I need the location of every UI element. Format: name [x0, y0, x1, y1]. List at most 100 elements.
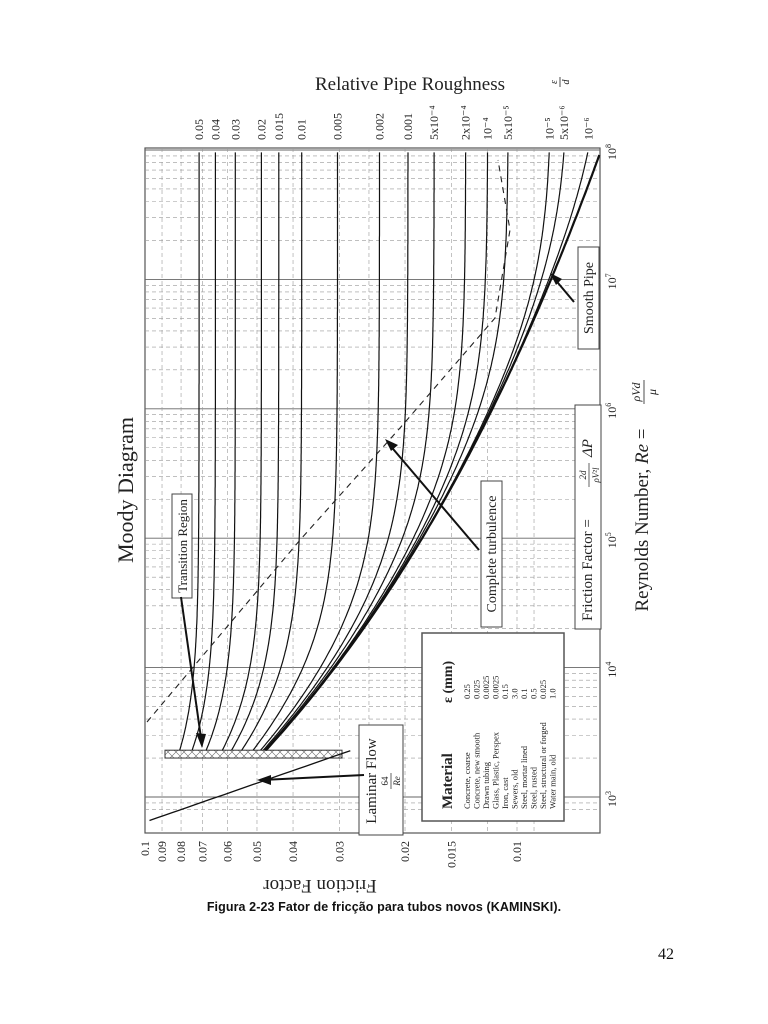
svg-text:Re: Re: [392, 776, 402, 787]
roughness-curve: [221, 152, 262, 751]
smooth-pipe-label: Smooth Pipe: [577, 246, 600, 350]
roughness-label: 5x10⁻⁵: [501, 105, 515, 140]
complete-turbulence-line: [146, 159, 511, 723]
material-roughness: 0.1: [519, 688, 529, 699]
friction-factor-definition: Friction Factor = 2d ρV²l ΔP: [574, 404, 602, 630]
reynolds-tick-label: 107: [604, 273, 619, 289]
roughness-curve: [231, 152, 280, 751]
reynolds-tick-label: 108: [604, 144, 619, 160]
chart-title: Moody Diagram: [113, 417, 138, 563]
transition-region-label: Transition Region: [171, 493, 193, 599]
reynolds-tick-label: 104: [604, 662, 619, 678]
transition-arrowhead: [196, 733, 206, 748]
material-table: Material ε (mm) Concrete, coarse 0.25 Conc…: [421, 632, 565, 822]
friction-tick-label: 0.08: [174, 841, 188, 862]
svg-text:Complete turbulence: Complete turbulence: [485, 495, 500, 612]
friction-tick-label: 0.01: [510, 841, 524, 862]
material-name: Sewers, old: [510, 769, 520, 809]
transition-hatch-region: [164, 749, 343, 759]
friction-tick-label: 0.09: [155, 841, 169, 862]
material-roughness: 0.025: [472, 680, 482, 699]
roughness-curve: [262, 152, 409, 751]
roughness-label: 0.005: [331, 113, 345, 140]
svg-text:ρV²l: ρV²l: [591, 467, 601, 484]
roughness-curve: [264, 152, 435, 751]
material-name: Steel, structural or forged: [538, 722, 548, 809]
complete-turbulence-arrow: [387, 442, 480, 551]
roughness-label: 10⁻⁵: [542, 117, 556, 140]
roughness-label: 0.04: [208, 119, 222, 140]
roughness-curve: [260, 152, 381, 751]
svg-text:Transition Region: Transition Region: [175, 499, 190, 593]
roughness-curve: [191, 152, 216, 751]
roughness-curve: [265, 154, 601, 751]
roughness-label: 0.002: [372, 113, 386, 140]
reynolds-tick-label: 103: [604, 791, 619, 807]
roughness-label: 0.01: [295, 119, 309, 140]
reynolds-tick-label: 105: [604, 532, 619, 548]
eps-over-d-symbol: ε d: [549, 77, 572, 87]
svg-text:d: d: [561, 79, 572, 85]
material-name: Glass, Plastic, Perspex: [491, 731, 501, 809]
friction-tick-label: 0.1: [138, 841, 152, 856]
svg-text:ΔP: ΔP: [580, 439, 596, 458]
roughness-curve: [205, 152, 236, 751]
relative-roughness-label: Relative Pipe Roughness: [315, 74, 505, 95]
svg-text:Reynolds Number, Re =: Reynolds Number, Re =: [632, 428, 653, 611]
page-number: 42: [658, 946, 674, 963]
friction-tick-label: 0.015: [444, 841, 458, 868]
material-name: Steel, mortar lined: [519, 745, 529, 809]
friction-tick-label: 0.05: [250, 841, 264, 862]
axis-labels: 0.1 0.09 0.08 0.07 0.06 0.05 0.04 0.03 0.02 0.015…: [138, 105, 619, 868]
roughness-label: 0.02: [254, 119, 268, 140]
friction-tick-label: 0.04: [286, 841, 300, 862]
roughness-label: 5x10⁻⁶: [557, 105, 571, 140]
complete-turbulence-arrowhead: [385, 439, 398, 451]
friction-factor-axis-label: Friction Factor: [263, 875, 377, 896]
material-name: Steel, rusted: [529, 766, 539, 809]
roughness-curve: [265, 152, 467, 751]
moody-diagram-chart: 0.1 0.09 0.08 0.07 0.06 0.05 0.04 0.03 0.02 0.015…: [113, 74, 659, 896]
material-name: Iron, cast: [500, 777, 510, 809]
friction-tick-label: 0.07: [196, 841, 210, 862]
material-name: Water main, old: [548, 754, 558, 809]
roughness-label: 10⁻⁶: [581, 117, 595, 140]
roughness-label: 0.03: [228, 119, 242, 140]
svg-text:ε: ε: [549, 80, 560, 84]
roughness-curve: [241, 152, 303, 751]
smooth-pipe-arrowhead: [550, 273, 562, 285]
material-name: Concrete, coarse: [462, 752, 472, 809]
laminar-flow-label: Laminar Flow 64 Re: [358, 724, 404, 836]
roughness-curve: [179, 152, 200, 751]
epsilon-header: ε (mm): [441, 661, 456, 703]
material-roughness: 0.0025: [491, 676, 501, 699]
svg-text:Smooth Pipe: Smooth Pipe: [582, 262, 597, 334]
friction-tick-label: 0.03: [333, 841, 347, 862]
material-roughness: 0.5: [529, 688, 539, 699]
svg-text:ρVd: ρVd: [629, 381, 643, 402]
material-roughness: 3.0: [510, 688, 520, 699]
roughness-label: 0.05: [192, 119, 206, 140]
material-roughness: 0.25: [462, 684, 472, 699]
laminar-arrowhead: [257, 775, 271, 785]
roughness-label: 10⁻⁴: [481, 117, 495, 140]
roughness-curve: [252, 152, 339, 751]
reynolds-tick-label: 106: [604, 403, 619, 419]
roughness-label: 2x10⁻⁴: [459, 105, 473, 140]
material-name: Concrete, new smooth: [472, 732, 482, 809]
material-name: Drawn tubing: [481, 761, 491, 809]
material-roughness: 0.0025: [481, 676, 491, 699]
laminar-arrow: [261, 774, 365, 781]
material-header: Material: [440, 753, 456, 809]
svg-text:Friction Factor =: Friction Factor =: [580, 519, 596, 621]
material-roughness: 0.15: [500, 684, 510, 699]
roughness-label: 0.015: [272, 113, 286, 140]
roughness-label: 5x10⁻⁴: [427, 105, 441, 140]
roughness-curves: [146, 152, 601, 822]
roughness-label: 0.001: [401, 113, 415, 140]
svg-text:μ: μ: [645, 389, 659, 396]
friction-tick-label: 0.06: [221, 841, 235, 862]
figure-caption: Figura 2-23 Fator de fricção para tubos …: [206, 900, 562, 914]
svg-text:64: 64: [380, 776, 390, 786]
laminar-line: [149, 750, 351, 822]
